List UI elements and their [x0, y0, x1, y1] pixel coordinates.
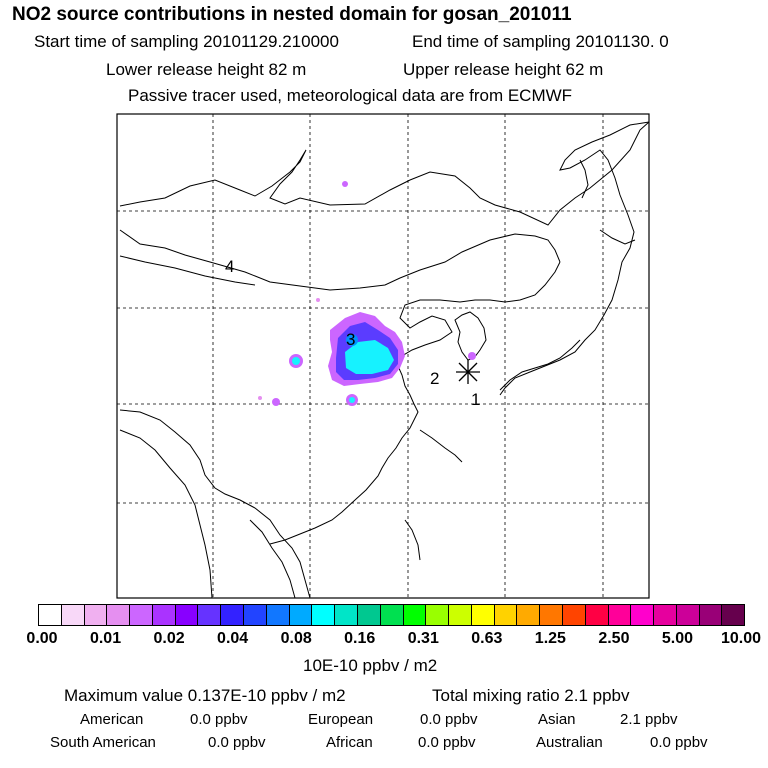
colorbar-segment: [585, 605, 609, 625]
region-label-3: 3: [346, 330, 355, 349]
plume-region: [258, 181, 476, 406]
colorbar-segment: [699, 605, 723, 625]
colorbar-segment: [403, 605, 427, 625]
colorbar-segment: [380, 605, 404, 625]
colorbar-segment: [631, 605, 655, 625]
colorbar-segment: [562, 605, 586, 625]
colorbar-segment: [289, 605, 313, 625]
colorbar-segment: [244, 605, 267, 625]
colorbar-segment: [654, 605, 677, 625]
start-time-label: Start time of sampling 20101129.210000: [34, 32, 339, 51]
region-value-european: 0.0 ppbv: [420, 711, 478, 728]
colorbar-segment: [84, 605, 108, 625]
region-label-1: 1: [471, 390, 480, 409]
colorbar-tick-label: 10.00: [720, 630, 762, 647]
colorbar-segment: [198, 605, 222, 625]
colorbar-tick-label: 1.25: [534, 630, 566, 647]
colorbar-tick-label: 0.04: [217, 630, 249, 647]
total-mixing-label: Total mixing ratio 2.1 ppbv: [432, 686, 630, 705]
colorbar-segment: [426, 605, 450, 625]
colorbar-segment: [266, 605, 290, 625]
region-value-australian: 0.0 ppbv: [650, 734, 708, 751]
colorbar-tick-label: 0.63: [471, 630, 503, 647]
colorbar-segment: [152, 605, 176, 625]
colorbar-segment: [722, 605, 745, 625]
region-label-2: 2: [430, 369, 439, 388]
colorbar-tick-label: 0.31: [407, 630, 439, 647]
map-title: NO2 source contributions in nested domai…: [12, 4, 572, 25]
colorbar-segment: [517, 605, 541, 625]
upper-release-label: Upper release height 62 m: [403, 60, 604, 79]
region-value-african: 0.0 ppbv: [418, 734, 476, 751]
colorbar-segment: [471, 605, 495, 625]
coastlines: [119, 121, 650, 599]
colorbar-segment: [449, 605, 472, 625]
max-value-label: Maximum value 0.137E-10 ppbv / m2: [64, 686, 346, 705]
region-name-south-american: South American: [50, 734, 156, 751]
colorbar-unit: 10E-10 ppbv / m2: [303, 656, 438, 675]
region-value-south-american: 0.0 ppbv: [208, 734, 266, 751]
end-time-label: End time of sampling 20101130. 0: [412, 32, 669, 51]
region-label-4: 4: [225, 257, 234, 276]
colorbar-tick-label: 0.01: [89, 630, 122, 647]
colorbar-segment: [107, 605, 131, 625]
colorbar-tick-label: 0.02: [153, 630, 185, 647]
map-grid: [117, 114, 649, 598]
colorbar-segment: [540, 605, 563, 625]
colorbar-segment: [175, 605, 199, 625]
region-value-asian: 2.1 ppbv: [620, 711, 678, 728]
region-name-european: European: [308, 711, 374, 728]
colorbar-tick-label: 5.00: [661, 630, 694, 647]
region-name-american: American: [80, 711, 144, 728]
region-name-african: African: [326, 734, 373, 751]
region-name-asian: Asian: [538, 711, 576, 728]
colorbar-segment: [335, 605, 358, 625]
lower-release-label: Lower release height 82 m: [106, 60, 307, 79]
colorbar-segment: [221, 605, 245, 625]
colorbar-tick-label: 0.00: [26, 630, 58, 647]
colorbar-segment: [312, 605, 336, 625]
colorbar-tick-label: 2.50: [598, 630, 630, 647]
colorbar-segment: [676, 605, 700, 625]
colorbar-tick-label: 0.08: [280, 630, 312, 647]
colorbar-segment: [130, 605, 153, 625]
colorbar-tick-label: 0.16: [344, 630, 376, 647]
region-name-australian: Australian: [536, 734, 603, 751]
colorbar-segment: [357, 605, 381, 625]
colorbar-segment: [608, 605, 632, 625]
region-value-american: 0.0 ppbv: [190, 711, 248, 728]
colorbar-segment: [494, 605, 518, 625]
colorbar-segment: [61, 605, 85, 625]
colorbar: [38, 604, 745, 626]
colorbar-segment: [39, 605, 62, 625]
receptor-marker-asterisk: [456, 360, 480, 384]
tracer-note: Passive tracer used, meteorological data…: [128, 86, 573, 105]
